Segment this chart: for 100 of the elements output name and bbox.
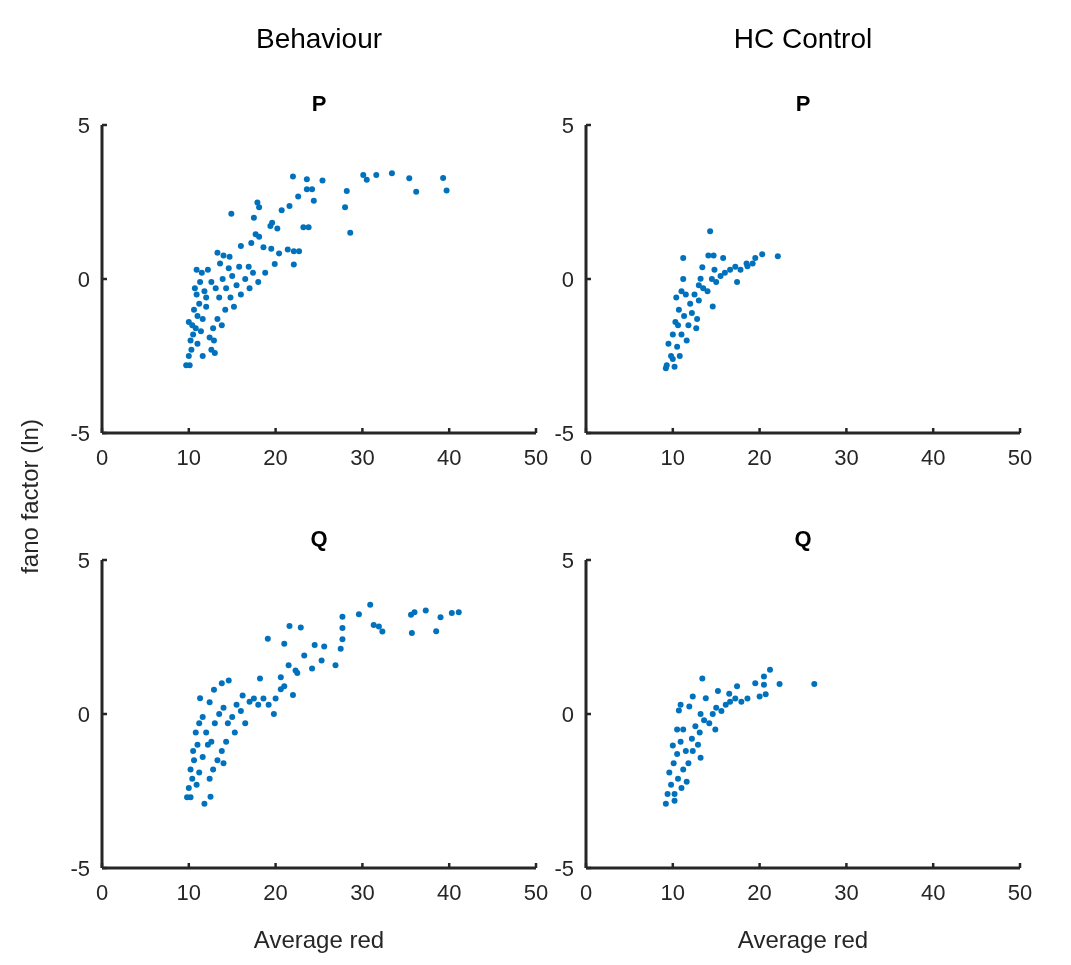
y-tick-label: 0 bbox=[77, 266, 90, 292]
point bbox=[683, 337, 690, 344]
chart-title: P bbox=[311, 91, 327, 116]
x-tick-label: 10 bbox=[176, 880, 202, 905]
point bbox=[692, 723, 699, 730]
point bbox=[689, 693, 696, 700]
y-tick-label: 5 bbox=[77, 547, 90, 573]
y-tick-label: -5 bbox=[70, 420, 90, 446]
point bbox=[722, 701, 729, 708]
x-tick-label: 40 bbox=[436, 445, 462, 470]
x-axis-title: Average red bbox=[253, 926, 385, 953]
y-tick-label: -5 bbox=[554, 420, 574, 446]
point bbox=[738, 698, 745, 705]
point bbox=[811, 681, 818, 688]
point bbox=[713, 704, 720, 711]
point bbox=[707, 228, 714, 235]
point bbox=[678, 288, 685, 295]
x-tick-label: 50 bbox=[523, 880, 549, 905]
point bbox=[674, 343, 681, 350]
x-tick-label: 20 bbox=[747, 880, 772, 905]
point bbox=[720, 255, 727, 262]
point bbox=[737, 266, 744, 273]
point bbox=[708, 276, 715, 282]
point bbox=[676, 353, 683, 359]
x-tick-label: 0 bbox=[579, 880, 593, 905]
x-tick-label: 40 bbox=[920, 880, 946, 905]
point bbox=[704, 288, 711, 295]
chart-title: Q bbox=[794, 526, 812, 551]
x-tick-label: 10 bbox=[176, 445, 202, 470]
point bbox=[688, 309, 695, 316]
x-tick-label: 40 bbox=[920, 445, 946, 470]
x-tick-label: 50 bbox=[1007, 445, 1033, 470]
point bbox=[705, 252, 712, 259]
point bbox=[682, 291, 689, 298]
point bbox=[760, 681, 767, 688]
point bbox=[732, 263, 739, 270]
chart-subtitle: HC Control bbox=[733, 23, 873, 54]
x-tick-label: 10 bbox=[660, 880, 686, 905]
y-tick-label: 5 bbox=[561, 112, 574, 138]
point bbox=[691, 291, 698, 298]
point bbox=[701, 717, 708, 724]
point bbox=[681, 312, 688, 319]
point bbox=[695, 282, 702, 289]
point bbox=[694, 316, 701, 323]
x-tick-label: 50 bbox=[523, 445, 549, 470]
point bbox=[762, 691, 769, 698]
point bbox=[674, 751, 681, 758]
point bbox=[678, 331, 685, 338]
point bbox=[664, 791, 671, 798]
point bbox=[697, 754, 704, 761]
point bbox=[671, 797, 678, 804]
x-tick-label: 20 bbox=[263, 445, 288, 470]
point bbox=[774, 253, 781, 260]
x-tick-label: 0 bbox=[95, 445, 109, 470]
point bbox=[697, 711, 704, 717]
point bbox=[709, 711, 716, 717]
point bbox=[677, 701, 684, 708]
point bbox=[749, 260, 756, 267]
y-tick-label: 5 bbox=[561, 547, 574, 573]
x-tick-label: 20 bbox=[263, 880, 288, 905]
point bbox=[680, 726, 687, 733]
x-tick-label: 30 bbox=[350, 445, 375, 470]
point bbox=[734, 683, 741, 690]
point bbox=[752, 255, 759, 262]
point bbox=[711, 266, 718, 273]
point bbox=[767, 666, 774, 673]
point bbox=[686, 703, 693, 710]
point bbox=[673, 294, 680, 301]
point bbox=[671, 791, 678, 798]
point bbox=[694, 741, 701, 748]
point bbox=[713, 279, 720, 286]
point bbox=[675, 306, 682, 313]
point bbox=[776, 681, 783, 688]
point bbox=[702, 695, 709, 702]
y-tick-label: -5 bbox=[554, 855, 574, 881]
point bbox=[696, 729, 703, 736]
x-tick-label: 30 bbox=[834, 880, 859, 905]
y-tick-label: -5 bbox=[70, 855, 90, 881]
point bbox=[674, 726, 681, 733]
point bbox=[727, 698, 734, 705]
point bbox=[675, 775, 682, 782]
point bbox=[756, 693, 763, 700]
point bbox=[677, 738, 684, 745]
point bbox=[693, 325, 700, 332]
point bbox=[700, 285, 707, 292]
point bbox=[680, 255, 687, 262]
point bbox=[683, 778, 690, 785]
point bbox=[710, 252, 717, 259]
point bbox=[726, 690, 733, 697]
point bbox=[662, 800, 669, 807]
point bbox=[680, 766, 687, 773]
point bbox=[727, 266, 734, 273]
x-tick-label: 0 bbox=[579, 445, 593, 470]
point bbox=[732, 695, 739, 702]
x-tick-label: 30 bbox=[834, 445, 859, 470]
point bbox=[714, 687, 721, 694]
x-tick-label: 30 bbox=[350, 880, 375, 905]
chart-title: P bbox=[795, 91, 811, 116]
point bbox=[689, 747, 696, 754]
y-tick-label: 5 bbox=[77, 112, 90, 138]
